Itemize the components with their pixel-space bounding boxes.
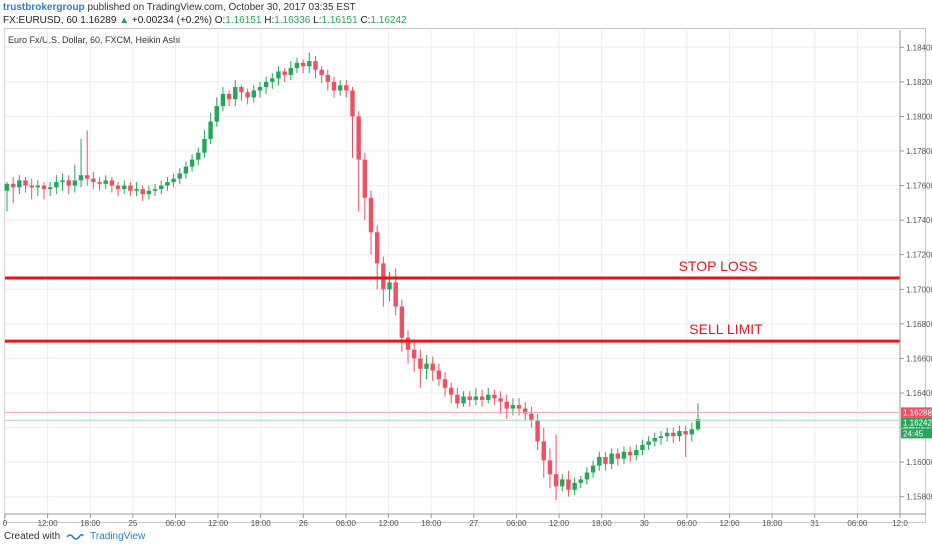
low-value: 1.16151 [321, 15, 358, 26]
chart-title: Euro Fx/U.S. Dollar, 60, FXCM, Heikin As… [8, 35, 181, 45]
tradingview-brand[interactable]: TradingView [90, 531, 146, 542]
author-link[interactable]: trustbrokergroup [3, 2, 85, 13]
chart-frame[interactable] [4, 28, 926, 523]
symbol-label: FX:EURUSD, 60 [3, 15, 78, 26]
symbol-info: FX:EURUSD, 60 1.16289 ▲ +0.00234 (+0.2%)… [3, 15, 407, 26]
price-change: +0.00234 (+0.2%) [131, 15, 212, 26]
open-label: O: [214, 15, 226, 26]
high-value: 1.16336 [274, 15, 311, 26]
open-value: 1.16151 [225, 15, 262, 26]
close-value: 1.16242 [370, 15, 407, 26]
close-label: C: [360, 15, 371, 26]
up-arrow-icon: ▲ [119, 15, 130, 26]
publish-info: trustbrokergroup published on TradingVie… [3, 2, 356, 13]
high-label: H: [264, 15, 275, 26]
footer: Created with TradingView [4, 531, 145, 542]
published-text: published on TradingView.com, October 30… [87, 2, 356, 13]
created-with-text: Created with [4, 531, 61, 542]
last-price: 1.16289 [80, 15, 117, 26]
low-label: L: [313, 15, 322, 26]
tradingview-logo-icon [66, 533, 84, 540]
